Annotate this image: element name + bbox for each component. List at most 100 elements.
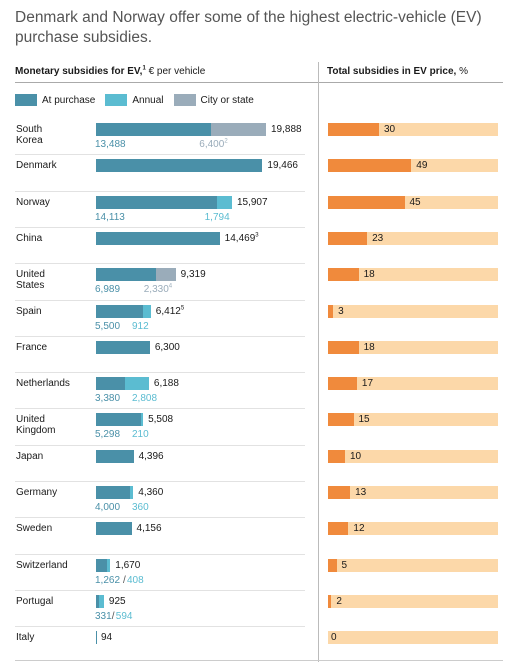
segment-value-label: 5,298 [95,429,120,440]
pct-fill [328,449,345,463]
bar-annual [106,558,111,572]
pct-value-label: 18 [363,341,375,353]
country-label: Japan [16,450,44,462]
total-value-label: 6,188 [154,378,179,389]
segment-value-label: 408 [127,575,144,586]
total-value-label: 19,888 [271,124,302,135]
country-label: Norway [16,196,50,208]
country-label: Switzerland [16,559,68,571]
total-value: 9,319 [180,269,206,281]
pct-track: 5 [328,558,498,572]
bar-purchase [96,159,263,173]
pct-fill [328,486,351,499]
total-value-label: 19,466 [267,160,298,171]
segment-value-label: 912 [132,321,149,332]
total-value: 6,188 [153,378,179,390]
total-value: 4,156 [136,523,162,535]
pct-value-label: 49 [416,160,428,172]
right-header-bold: Total subsidies in EV price, [327,66,457,77]
total-value-label: 1,670 [115,560,140,571]
right-panel-header: Total subsidies in EV price, % [327,66,468,77]
country-label: China [16,232,43,244]
total-value: 925 [108,595,126,607]
total-value: 14,469 [224,232,256,244]
bar-purchase [96,558,107,572]
row-divider [15,553,305,555]
segment-value: 4,000 [95,502,121,513]
total-value-label: 4,396 [139,451,164,462]
total-value-label: 14,4693 [225,233,259,244]
bar-city [155,268,176,282]
segment-value-label: 6,989 [95,284,120,295]
pct-value-label: 3 [338,305,344,317]
segment-value-label: 6,4002 [199,139,227,150]
pct-value-label: 13 [355,487,367,498]
bar-purchase [96,594,99,608]
bar-purchase [96,268,156,282]
segment-value-label: 360 [132,502,149,513]
footer-rule [15,660,503,661]
total-value: 19,888 [271,124,302,135]
total-value: 6,300 [154,341,180,353]
row-divider [15,408,305,410]
total-value-label: 9,319 [181,269,206,280]
pct-track: 13 [328,486,498,499]
total-value: 4,360 [138,487,164,498]
row-divider [15,589,305,591]
row-divider [15,444,305,446]
pct-track: 10 [328,449,498,463]
pct-value-label: 10 [350,450,362,462]
bar-annual [98,594,104,608]
legend-item-annual: Annual [105,94,164,106]
total-value-label: 925 [109,596,126,607]
legend-swatch-annual [105,94,128,106]
bar-purchase [96,195,217,209]
bar-purchase [96,123,212,136]
bar-purchase [96,449,134,463]
segment-value: 3,380 [95,393,121,405]
pct-fill [328,377,357,391]
segment-value-label: 4,000 [95,502,120,513]
segment-value: 1,262 [95,574,121,586]
country-label: Sweden [16,523,53,535]
pct-fill [328,522,349,536]
row-divider [15,335,305,337]
segment-value: 6,989 [95,284,121,296]
pct-fill [328,195,405,209]
segment-value-label: 13,488 [95,139,126,150]
total-value-label: 6,4125 [156,305,184,316]
segment-value: 331 [95,610,112,622]
country-label: United Kingdom [16,414,56,437]
pct-fill [328,413,354,427]
pct-value-label: 5 [341,559,348,571]
segment-value: 6,400 [199,139,225,150]
pct-track: 23 [328,231,498,245]
left-header-bold: Monetary subsidies for EV, [15,66,143,77]
bar-city [211,123,266,136]
total-value-label: 4,156 [137,523,162,534]
bar-annual [130,486,134,499]
pct-value-label: 45 [409,196,421,208]
header-rule [15,82,503,83]
pct-track: 45 [328,195,498,209]
segment-value-label: 331 [95,611,112,622]
segment-value-label: 210 [132,429,149,440]
pct-fill [328,123,379,136]
left-header-footnote: 1 [142,65,146,72]
total-value-label: 6,300 [155,342,180,353]
pct-fill [328,268,359,282]
legend: At purchase Annual City or state [15,94,264,106]
segment-value: 594 [115,610,133,622]
segment-value: 210 [132,429,149,441]
legend-label-city: City or state [200,94,254,106]
row-divider [15,517,305,519]
segment-value: 2,808 [132,393,158,405]
pct-fill [328,231,368,245]
left-header-unit: € per vehicle [145,66,206,77]
panel-divider [318,62,319,662]
bar-purchase [96,486,131,499]
segment-value: 13,488 [95,139,126,150]
row-divider [15,299,305,301]
country-label: France [16,341,48,353]
total-value: 5,508 [148,414,174,426]
